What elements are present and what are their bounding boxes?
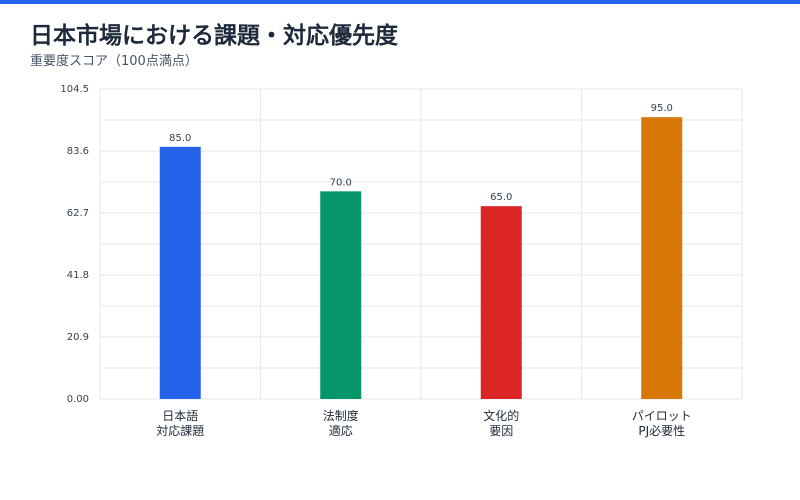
y-tick-label: 62.7: [67, 208, 89, 219]
x-category-label-line: 法制度: [323, 408, 359, 423]
x-category-label-line: PJ必要性: [638, 424, 685, 438]
accent-top-bar: [0, 0, 800, 4]
bar: [480, 206, 522, 399]
x-category-label-line: 日本語: [162, 408, 198, 423]
x-category-label: 法制度適応: [323, 408, 359, 438]
chart-subtitle: 重要度スコア（100点満点）: [30, 54, 198, 69]
x-category-label: パイロット PJ必要性: [632, 409, 692, 438]
x-category-label-line: パイロット: [632, 409, 692, 423]
x-category-label-line: 適応: [329, 423, 353, 438]
x-category-label: 日本語対応課題: [156, 408, 204, 438]
bar-value-label: 95.0: [651, 103, 673, 114]
bar-value-label: 65.0: [490, 192, 512, 203]
bar-value-label: 70.0: [330, 177, 352, 188]
y-tick-label: 83.6: [67, 146, 89, 157]
x-category-label-line: 要因: [489, 424, 513, 438]
bar-value-label: 85.0: [169, 133, 191, 144]
y-tick-label: 20.9: [67, 332, 89, 343]
x-category-label-line: 文化的: [483, 408, 519, 423]
y-tick-label: 41.8: [67, 270, 89, 281]
x-category-label: 文化的要因: [483, 408, 519, 438]
bar: [320, 191, 362, 399]
y-tick-label: 0.00: [67, 394, 89, 405]
chart-title: 日本市場における課題・対応優先度: [30, 23, 398, 49]
bar: [159, 146, 201, 399]
y-tick-label: 104.5: [60, 84, 89, 95]
x-category-label-line: 対応課題: [156, 423, 204, 438]
bar: [641, 117, 683, 399]
